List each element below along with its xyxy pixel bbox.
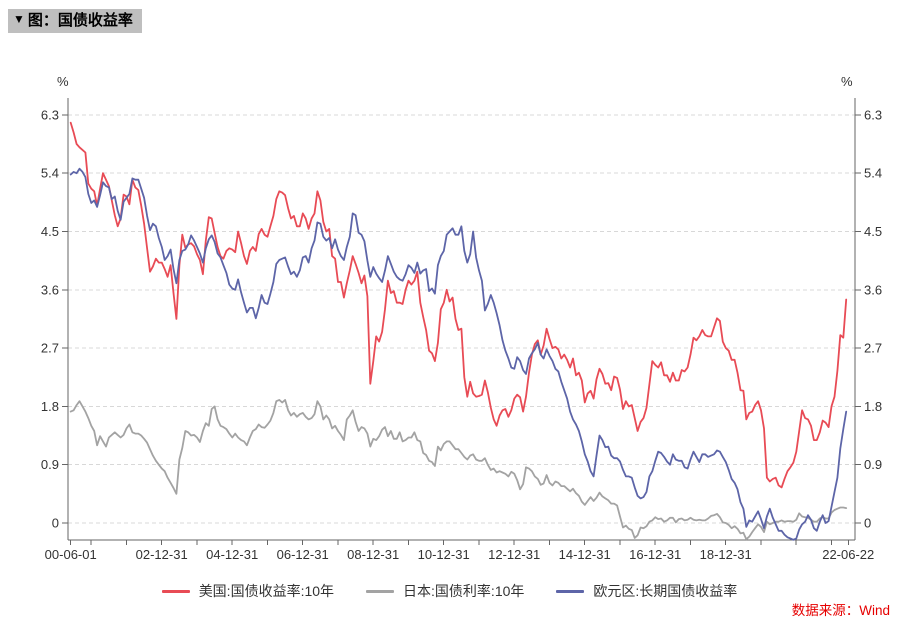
x-axis-label: 18-12-31	[700, 547, 752, 562]
y-axis-label-left: 5.4	[41, 166, 59, 181]
series-lines	[69, 121, 848, 541]
y-axis-label-right: 4.5	[864, 224, 882, 239]
y-axis-label-left: 4.5	[41, 224, 59, 239]
page-title: 图：国债收益率	[27, 12, 133, 29]
x-axis-label: 16-12-31	[629, 547, 681, 562]
legend-item-label: 日本:国债利率:10年	[403, 583, 525, 599]
gridlines	[68, 114, 855, 524]
chart-title-bar: ▼ 图：国债收益率	[8, 9, 142, 33]
collapse-triangle-icon[interactable]: ▼	[13, 12, 25, 26]
legend-item-2: 欧元区:长期国债收益率	[556, 581, 737, 601]
y-axis-label-right: 0	[864, 516, 871, 531]
y-axis-label-right: 5.4	[864, 166, 882, 181]
legend-line-swatch-icon	[366, 589, 395, 593]
x-axis-label: 12-12-31	[488, 547, 540, 562]
legend-line-swatch-icon	[556, 589, 585, 593]
legend-item-label: 美国:国债收益率:10年	[198, 583, 335, 599]
legend-item-label: 欧元区:长期国债收益率	[593, 583, 738, 599]
y-axis-label-left: 1.8	[41, 399, 59, 414]
x-axis-label: 02-12-31	[136, 547, 188, 562]
legend-line-swatch-icon	[161, 589, 190, 593]
legend: 美国:国债收益率:10年 日本:国债利率:10年 欧元区:长期国债收益率	[0, 581, 899, 601]
x-axis-label: 14-12-31	[559, 547, 611, 562]
y-axis-label-left: 3.6	[41, 282, 59, 297]
axes	[62, 98, 861, 545]
x-axis-label: 04-12-31	[206, 547, 258, 562]
legend-item-1: 日本:国债利率:10年	[366, 581, 524, 601]
y-axis-label-left: 6.3	[41, 107, 59, 122]
y-axis-label-left: 0.9	[41, 457, 59, 472]
series-line-1	[69, 399, 848, 541]
y-axis-label-right: 6.3	[864, 107, 882, 122]
y-axis-unit-right: %	[841, 74, 853, 89]
y-axis-label-right: 2.7	[864, 341, 882, 356]
y-axis-label-right: 0.9	[864, 457, 882, 472]
y-axis-label-left: 2.7	[41, 341, 59, 356]
y-axis-label-left: 0	[52, 516, 59, 531]
y-axis-label-right: 1.8	[864, 399, 882, 414]
series-line-0	[69, 121, 848, 489]
y-axis-unit-left: %	[57, 74, 69, 89]
x-axis-label: 00-06-01	[45, 547, 97, 562]
x-axis-label: 08-12-31	[347, 547, 399, 562]
legend-item-0: 美国:国债收益率:10年	[161, 581, 335, 601]
y-axis-label-right: 3.6	[864, 282, 882, 297]
axis-labels: 6.3 6.3 5.4 5.4 4.5 4.5 3.6 3.6 2.7 2.7 1.8 1.8 0.9 0…	[41, 107, 882, 562]
x-axis-label: 10-12-31	[418, 547, 470, 562]
x-axis-label: 22-06-22	[822, 547, 874, 562]
data-source-label: 数据来源：Wind	[791, 603, 890, 618]
series-line-2	[69, 167, 848, 541]
x-axis-label: 06-12-31	[277, 547, 329, 562]
